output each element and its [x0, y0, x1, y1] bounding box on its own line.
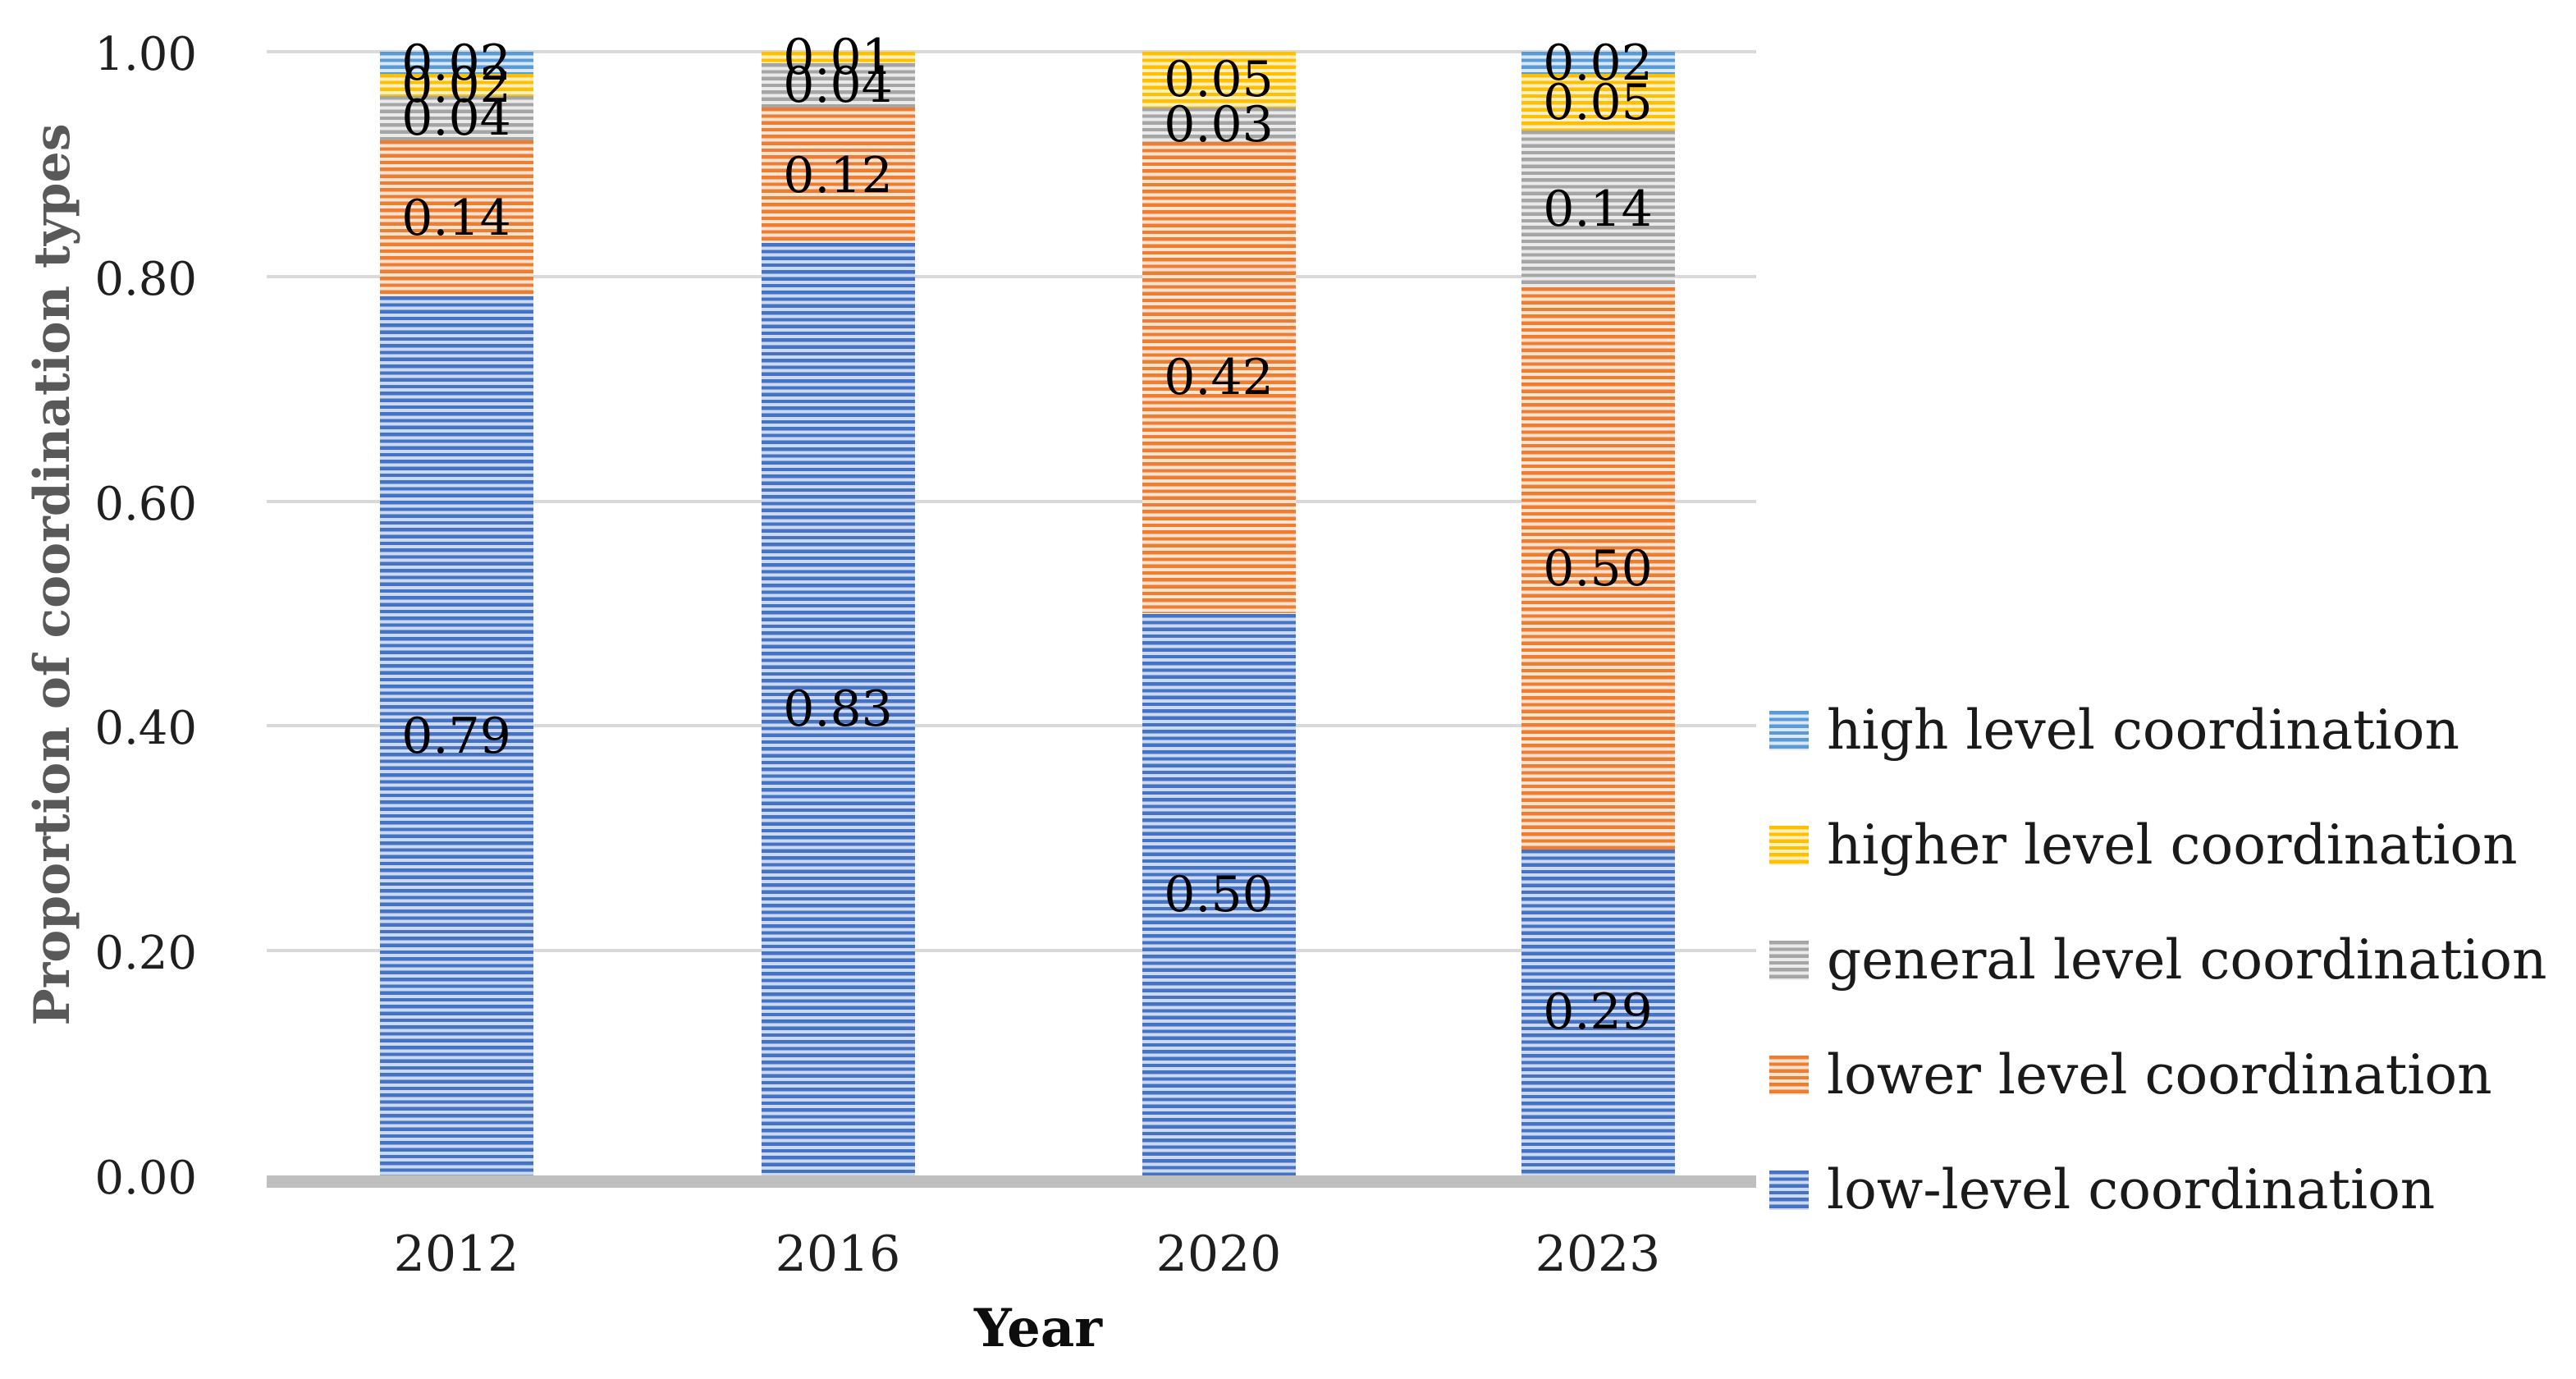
bar-segment-2016-low-level-coordination	[761, 242, 915, 1175]
bar-segment-label: 0.02	[401, 34, 511, 92]
bar-segment-label: 0.14	[401, 190, 511, 248]
bar-segment-2023-higher-level-coordination	[1521, 74, 1675, 131]
x-tick-label: 2023	[1535, 1226, 1661, 1283]
legend-swatch-icon	[1769, 941, 1809, 980]
legend-swatch-icon	[1769, 826, 1809, 865]
x-axis-line	[267, 1175, 1756, 1188]
bar-segment-label: 0.04	[783, 57, 893, 115]
legend-swatch-icon	[1769, 711, 1809, 750]
legend-swatch-icon	[1769, 1171, 1809, 1210]
legend-label: general level coordination	[1827, 928, 2547, 992]
gridline	[267, 499, 1756, 503]
bar-segment-2016-general-level-coordination	[761, 62, 915, 108]
legend-item-higher-level-coordination: higher level coordination	[1769, 809, 2518, 882]
bar-segment-label: 0.42	[1164, 349, 1274, 406]
y-tick-label: 0.20	[94, 927, 197, 981]
bar-segment-label: 0.79	[401, 707, 511, 765]
legend-item-general-level-coordination: general level coordination	[1769, 924, 2547, 996]
bar-segment-2016-higher-level-coordination	[761, 52, 915, 63]
bar-segment-2023-lower-level-coordination	[1521, 287, 1675, 850]
bar-segment-2012-low-level-coordination	[379, 296, 533, 1175]
legend-label: low-level coordination	[1827, 1158, 2436, 1221]
bar-segment-label: 0.29	[1543, 983, 1653, 1042]
bar-segment-label: 0.02	[1543, 34, 1653, 92]
x-tick-label: 2020	[1155, 1226, 1282, 1283]
bar-segment-2012-general-level-coordination	[379, 96, 533, 141]
bar-segment-label: 0.14	[1543, 180, 1653, 238]
bar-segment-label: 0.83	[783, 680, 893, 738]
bar-segment-2020-lower-level-coordination	[1142, 141, 1296, 614]
bar-segment-label: 0.01	[783, 28, 893, 86]
legend-item-lower-level-coordination: lower level coordination	[1769, 1039, 2492, 1111]
gridline	[267, 50, 1756, 53]
x-axis-title: Year	[973, 1298, 1103, 1359]
bar-segment-label: 0.12	[783, 146, 893, 204]
bar-segment-label: 0.05	[1164, 51, 1274, 109]
bar-segment-2023-low-level-coordination	[1521, 849, 1675, 1175]
bar-segment-2023-general-level-coordination	[1521, 130, 1675, 288]
bar-segment-2020-higher-level-coordination	[1142, 52, 1296, 108]
y-tick-label: 0.40	[94, 702, 197, 756]
legend-item-low-level-coordination: low-level coordination	[1769, 1154, 2435, 1226]
gridline	[267, 724, 1756, 728]
gridline	[267, 949, 1756, 953]
bar-segment-2020-general-level-coordination	[1142, 108, 1296, 142]
x-tick-label: 2016	[775, 1226, 901, 1283]
y-tick-label: 0.00	[94, 1152, 197, 1205]
y-tick-label: 0.60	[94, 477, 197, 531]
bar-segment-label: 0.04	[401, 89, 511, 148]
bar-segment-label: 0.05	[1543, 73, 1653, 131]
bar-segment-label: 0.50	[1164, 865, 1274, 923]
legend-item-high-level-coordination: high level coordination	[1769, 694, 2459, 767]
y-tick-label: 0.80	[94, 252, 197, 306]
bar-segment-2012-lower-level-coordination	[379, 140, 533, 297]
y-axis-title: Proportion of coordination types	[24, 123, 81, 1026]
gridline	[267, 274, 1756, 278]
y-tick-label: 1.00	[94, 28, 197, 81]
legend-label: lower level coordination	[1827, 1043, 2492, 1106]
bar-segment-label: 0.02	[401, 56, 511, 114]
bar-segment-label: 0.03	[1164, 95, 1274, 153]
legend-label: higher level coordination	[1827, 813, 2518, 877]
legend-swatch-icon	[1769, 1056, 1809, 1095]
bar-segment-2012-high-level-coordination	[379, 52, 533, 75]
bar-segment-2023-high-level-coordination	[1521, 52, 1675, 75]
bar-segment-2020-low-level-coordination	[1142, 613, 1296, 1175]
bar-segment-2012-higher-level-coordination	[379, 74, 533, 97]
x-tick-label: 2012	[393, 1226, 519, 1283]
bar-segment-label: 0.50	[1543, 539, 1653, 598]
bar-segment-2016-lower-level-coordination	[761, 108, 915, 243]
legend-label: high level coordination	[1827, 699, 2460, 762]
